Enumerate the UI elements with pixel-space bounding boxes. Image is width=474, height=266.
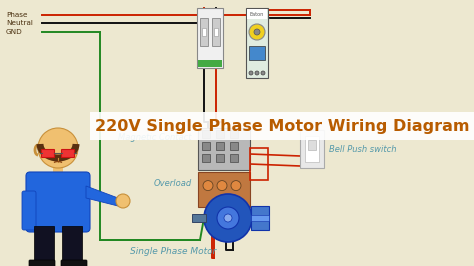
- Text: Magnetic Contact: Magnetic Contact: [118, 134, 192, 143]
- Circle shape: [38, 128, 78, 168]
- Bar: [212, 18, 220, 46]
- Bar: [198, 60, 222, 67]
- Text: Eaton: Eaton: [250, 11, 264, 16]
- Bar: [34, 226, 54, 264]
- Circle shape: [249, 71, 253, 75]
- Bar: [250, 148, 268, 180]
- Text: Overload: Overload: [154, 178, 192, 188]
- Bar: [216, 142, 224, 150]
- Bar: [230, 142, 238, 150]
- Bar: [230, 130, 238, 138]
- Circle shape: [261, 71, 265, 75]
- Bar: [308, 140, 316, 150]
- Bar: [200, 18, 208, 46]
- Text: MCB: MCB: [246, 17, 271, 27]
- FancyBboxPatch shape: [22, 191, 36, 230]
- Circle shape: [204, 194, 252, 242]
- FancyBboxPatch shape: [61, 260, 87, 266]
- FancyBboxPatch shape: [29, 260, 55, 266]
- FancyBboxPatch shape: [26, 172, 90, 232]
- Bar: [247, 9, 267, 19]
- Bar: [214, 28, 218, 36]
- Text: GND: GND: [6, 29, 23, 35]
- Bar: [53, 168, 63, 176]
- Bar: [216, 154, 224, 162]
- Bar: [251, 206, 269, 230]
- Bar: [192, 214, 206, 222]
- Bar: [246, 8, 268, 78]
- Bar: [305, 136, 319, 162]
- Bar: [202, 130, 210, 138]
- FancyBboxPatch shape: [62, 149, 74, 157]
- Bar: [249, 46, 265, 60]
- FancyBboxPatch shape: [42, 149, 55, 157]
- Bar: [251, 215, 269, 221]
- Bar: [230, 154, 238, 162]
- Bar: [62, 226, 82, 264]
- Text: Bell Push switch: Bell Push switch: [329, 144, 396, 153]
- Text: Neutral: Neutral: [6, 20, 33, 26]
- Bar: [202, 28, 206, 36]
- Bar: [202, 154, 210, 162]
- Text: Phase: Phase: [6, 12, 27, 18]
- Circle shape: [255, 71, 259, 75]
- Bar: [198, 128, 250, 170]
- Circle shape: [217, 207, 239, 229]
- Circle shape: [224, 214, 232, 222]
- Bar: [300, 130, 324, 168]
- Bar: [216, 130, 224, 138]
- Circle shape: [217, 181, 227, 191]
- Text: 220V Single Phase Motor Wiring Diagram: 220V Single Phase Motor Wiring Diagram: [95, 118, 469, 134]
- Circle shape: [249, 24, 265, 40]
- Circle shape: [231, 181, 241, 191]
- Bar: [90, 112, 474, 140]
- Circle shape: [203, 181, 213, 191]
- Circle shape: [254, 29, 260, 35]
- Bar: [202, 142, 210, 150]
- Polygon shape: [86, 186, 118, 206]
- Circle shape: [116, 194, 130, 208]
- Bar: [198, 172, 250, 207]
- Bar: [197, 8, 223, 68]
- Text: Single Phase Motor: Single Phase Motor: [130, 247, 216, 256]
